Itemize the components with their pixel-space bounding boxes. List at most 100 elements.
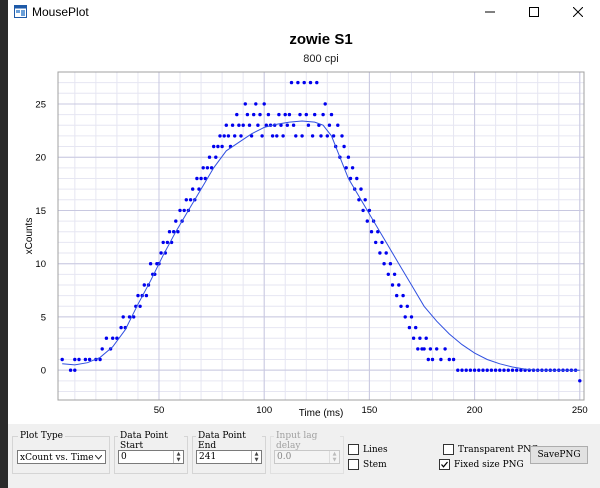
title-bar[interactable]: MousePlot — [8, 0, 600, 24]
y-tick-label: 25 — [35, 99, 46, 110]
data-point — [464, 368, 468, 372]
y-tick-label: 20 — [35, 153, 46, 164]
data-point — [115, 336, 119, 340]
spin-down-icon[interactable]: ▼ — [176, 457, 181, 463]
stem-label: Stem — [363, 459, 387, 470]
data-point — [443, 347, 447, 351]
fixed-size-label: Fixed size PNG — [454, 459, 524, 470]
data-point — [184, 198, 188, 202]
data-point — [331, 134, 336, 138]
spin-up-icon: ▲ — [332, 451, 337, 457]
data-point — [380, 240, 384, 245]
fixed-size-checkbox-box[interactable] — [439, 459, 450, 470]
fixed-size-checkbox[interactable]: Fixed size PNG — [439, 459, 524, 470]
data-point — [363, 198, 367, 202]
data-point — [310, 134, 315, 138]
lines-checkbox[interactable]: Lines — [348, 444, 388, 455]
checkmark-icon — [441, 461, 448, 468]
data-point — [159, 251, 163, 255]
data-point — [325, 134, 329, 138]
start-spin-buttons[interactable]: ▲ ▼ — [173, 451, 183, 463]
plot-type-value: xCount vs. Time — [20, 453, 94, 463]
close-button[interactable] — [556, 0, 600, 24]
spin-up-icon[interactable]: ▲ — [176, 451, 181, 457]
data-point — [256, 123, 260, 127]
data-point — [489, 368, 494, 372]
transparent-png-checkbox[interactable]: Transparent PNG — [443, 444, 538, 455]
data-point — [216, 144, 220, 149]
data-point — [209, 166, 214, 170]
data-point — [291, 123, 296, 127]
data-point — [384, 251, 388, 255]
end-stepper[interactable]: 241 ▲ ▼ — [196, 450, 262, 464]
plot-type-select[interactable]: xCount vs. Time — [17, 450, 106, 464]
tick-layer: 50 100 150 200 250 0 5 10 15 20 25 — [35, 99, 587, 416]
data-point — [203, 176, 207, 181]
plot-area[interactable]: zowie S1 800 cpi 50 100 150 200 250 0 5 10 15 20 2… — [8, 24, 600, 424]
data-point — [83, 357, 88, 362]
data-point — [502, 368, 506, 372]
data-point — [435, 347, 439, 351]
start-stepper[interactable]: 0 ▲ ▼ — [118, 450, 184, 464]
data-point — [220, 144, 224, 149]
data-point — [230, 123, 235, 127]
data-point — [447, 357, 451, 362]
data-point — [378, 251, 382, 255]
data-point — [176, 230, 180, 234]
data-point — [493, 368, 498, 372]
data-point — [218, 134, 222, 138]
data-point — [407, 325, 412, 330]
data-point — [411, 336, 416, 340]
data-point — [167, 230, 172, 234]
data-point — [77, 357, 81, 362]
data-point — [472, 368, 477, 372]
spin-down-icon: ▼ — [332, 457, 337, 463]
data-point — [477, 368, 481, 372]
spin-up-icon[interactable]: ▲ — [254, 451, 259, 457]
data-point — [224, 123, 228, 127]
stem-checkbox[interactable]: Stem — [348, 459, 387, 470]
data-point — [148, 262, 153, 266]
minimize-button[interactable] — [468, 0, 512, 24]
data-point — [188, 198, 193, 202]
data-point — [430, 357, 435, 362]
data-point — [365, 219, 369, 223]
data-point — [241, 123, 245, 127]
data-point — [426, 357, 430, 362]
data-point — [138, 304, 142, 308]
data-point — [264, 123, 268, 127]
end-spin-buttons[interactable]: ▲ ▼ — [251, 451, 261, 463]
data-point — [422, 347, 426, 351]
data-point — [226, 134, 231, 138]
maximize-button[interactable] — [512, 0, 556, 24]
app-icon — [14, 5, 27, 18]
end-value: 241 — [199, 452, 217, 462]
data-point — [60, 357, 64, 362]
data-point — [161, 240, 165, 245]
data-point — [275, 134, 279, 138]
chart-subtitle: 800 cpi — [303, 53, 338, 65]
data-point — [428, 347, 433, 351]
data-point — [397, 283, 401, 287]
x-tick-label: 100 — [256, 405, 272, 416]
data-point — [235, 112, 239, 117]
lines-checkbox-box[interactable] — [348, 444, 359, 455]
x-tick-label: 150 — [361, 405, 377, 416]
data-point — [401, 293, 405, 298]
spin-down-icon[interactable]: ▼ — [254, 457, 259, 463]
data-point — [132, 315, 136, 319]
background-desktop-strip — [0, 0, 8, 488]
stem-checkbox-box[interactable] — [348, 459, 359, 470]
data-point — [239, 134, 243, 138]
data-point — [266, 112, 271, 117]
data-point — [296, 80, 300, 85]
lag-spin-buttons: ▲ ▼ — [329, 451, 339, 463]
data-point — [270, 134, 275, 138]
lag-stepper: 0.0 ▲ ▼ — [274, 450, 340, 464]
app-window: MousePlot zowie S1 800 cpi 50 100 150 200 25… — [8, 0, 600, 488]
window-title: MousePlot — [32, 5, 89, 19]
transparent-png-checkbox-box[interactable] — [443, 444, 454, 455]
y-tick-label: 5 — [41, 312, 46, 323]
save-png-button[interactable]: SavePNG — [530, 446, 588, 464]
data-point — [205, 166, 210, 170]
